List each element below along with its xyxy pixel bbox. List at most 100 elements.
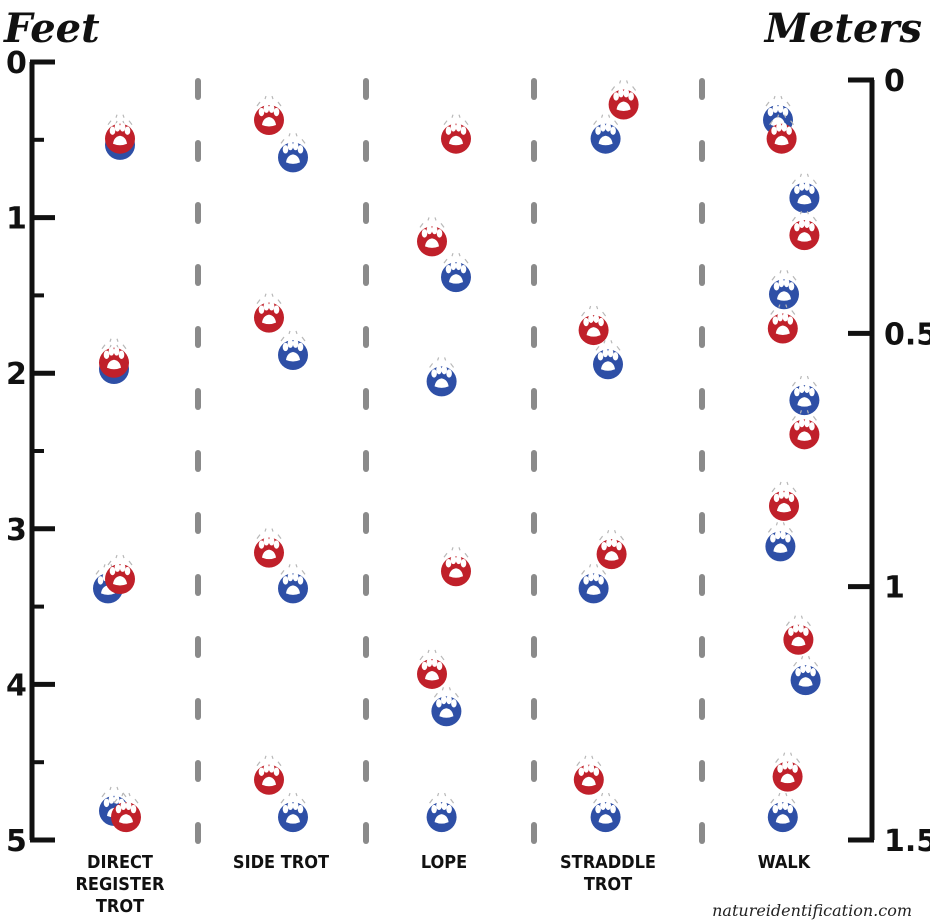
- front-paw-print: [98, 338, 130, 379]
- front-paw-print: [253, 527, 285, 569]
- divider-dash: [195, 388, 201, 410]
- divider-dash: [363, 264, 369, 286]
- divider-dash: [195, 140, 201, 162]
- front-paw-print: [573, 755, 605, 796]
- front-paw-print: [253, 755, 285, 796]
- divider-dash: [531, 140, 537, 162]
- divider-dash: [195, 822, 201, 844]
- front-paw-print: [253, 293, 285, 334]
- hind-paw-print: [277, 330, 309, 371]
- divider-dash: [531, 202, 537, 224]
- front-paw-print: [440, 114, 472, 155]
- divider-dash: [195, 574, 201, 596]
- feet-tick-label: 2: [6, 357, 27, 392]
- divider-dash: [195, 264, 201, 286]
- divider-dash: [195, 512, 201, 534]
- gait-label: SIDE TROT: [233, 852, 329, 873]
- divider-dash: [699, 574, 705, 596]
- front-paw-print: [577, 305, 610, 346]
- hind-paw-print: [788, 375, 821, 416]
- hind-paw-print: [426, 792, 458, 833]
- divider-dash: [699, 822, 705, 844]
- divider-dash: [195, 202, 201, 224]
- footprints: [92, 79, 822, 833]
- site-credit: natureidentification.com: [712, 901, 912, 920]
- hind-paw-print: [789, 655, 822, 696]
- divider-dash: [531, 698, 537, 720]
- gait-label: LOPE: [421, 852, 467, 873]
- divider-dash: [531, 264, 537, 286]
- feet-tick-label: 1: [6, 202, 27, 237]
- hind-paw-print: [589, 114, 622, 155]
- divider-dash: [363, 822, 369, 844]
- feet-tick-label: 3: [6, 513, 27, 548]
- front-paw-print: [771, 752, 804, 793]
- front-paw-print: [595, 529, 628, 570]
- hind-paw-print: [592, 339, 624, 380]
- divider-dash: [363, 760, 369, 782]
- hind-paw-print: [764, 521, 797, 562]
- divider-dash: [363, 140, 369, 162]
- divider-dash: [699, 512, 705, 534]
- divider-dash: [195, 636, 201, 658]
- divider-dash: [531, 760, 537, 782]
- gait-label: TROT: [96, 896, 144, 917]
- divider-dash: [531, 388, 537, 410]
- front-paw-print: [768, 481, 800, 522]
- hind-paw-print: [426, 356, 458, 398]
- front-paw-print: [416, 216, 448, 257]
- hind-paw-print: [589, 792, 622, 833]
- divider-dash: [195, 326, 201, 348]
- divider-dash: [531, 78, 537, 100]
- divider-dash: [699, 450, 705, 472]
- front-paw-print: [782, 615, 815, 656]
- divider-dash: [699, 78, 705, 100]
- divider-dash: [363, 574, 369, 596]
- divider-dash: [531, 512, 537, 534]
- divider-dash: [363, 78, 369, 100]
- meters-tick-label: 0.5: [884, 317, 930, 352]
- gait-label: WALK: [758, 852, 812, 873]
- front-paw-print: [788, 409, 821, 450]
- front-paw-print: [767, 303, 799, 345]
- hind-paw-print: [767, 792, 799, 833]
- hind-paw-print: [440, 252, 472, 293]
- feet-tick-label: 5: [6, 824, 27, 859]
- divider-dash: [195, 760, 201, 782]
- divider-dash: [699, 698, 705, 720]
- front-paw-print: [788, 210, 821, 251]
- gait-label: TROT: [584, 874, 632, 895]
- front-paw-print: [104, 114, 136, 155]
- divider-dash: [363, 698, 369, 720]
- meters-tick-label: 0: [884, 64, 905, 99]
- meters-tick-label: 1: [884, 571, 905, 606]
- feet-tick-label: 4: [6, 668, 27, 703]
- divider-dash: [363, 202, 369, 224]
- meters-axis-title: Meters: [763, 5, 922, 52]
- gait-label: REGISTER: [75, 874, 165, 895]
- divider-dash: [363, 636, 369, 658]
- front-paw-print: [104, 554, 136, 595]
- divider-dash: [363, 388, 369, 410]
- divider-dash: [699, 636, 705, 658]
- front-paw-print: [440, 546, 472, 587]
- front-paw-print: [253, 95, 285, 136]
- divider-dash: [699, 760, 705, 782]
- hind-paw-print: [430, 686, 462, 727]
- divider-dash: [531, 636, 537, 658]
- gait-label: DIRECT: [87, 852, 153, 873]
- feet-tick-label: 0: [6, 46, 27, 81]
- hind-paw-print: [277, 792, 309, 833]
- hind-paw-print: [788, 173, 821, 214]
- divider-dash: [531, 450, 537, 472]
- gait-label: STRADDLE: [560, 852, 656, 873]
- front-paw-print: [607, 79, 640, 121]
- divider-dash: [699, 140, 705, 162]
- divider-dash: [363, 450, 369, 472]
- front-paw-print: [416, 649, 448, 690]
- hind-paw-print: [577, 563, 610, 604]
- divider-dash: [699, 264, 705, 286]
- hind-paw-print: [277, 563, 309, 604]
